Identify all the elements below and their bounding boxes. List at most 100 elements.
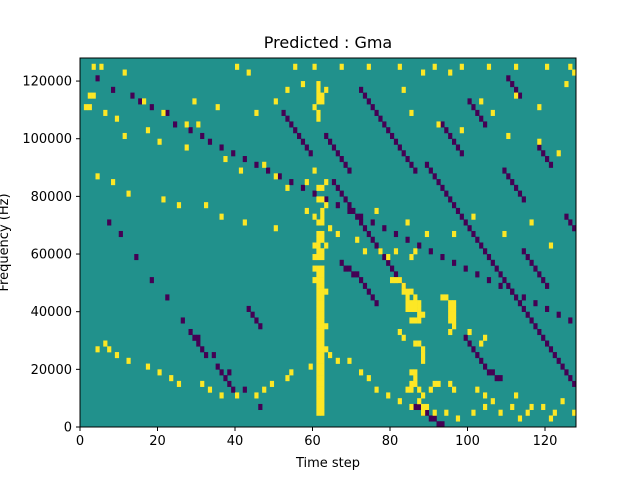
heatmap-cell-high — [378, 248, 383, 255]
heatmap-cell-high — [316, 236, 321, 243]
heatmap-cell-high — [122, 132, 127, 140]
heatmap-cell-low — [436, 179, 441, 186]
heatmap-cell-high — [409, 109, 414, 116]
heatmap-cell-high — [312, 254, 317, 261]
heatmap-cell-high — [316, 288, 321, 295]
heatmap-cell-high — [386, 392, 391, 399]
heatmap-cell-high — [432, 380, 437, 387]
heatmap-cell-low — [188, 127, 193, 134]
heatmap-cell-high — [529, 403, 534, 411]
heatmap-cell-low — [180, 317, 185, 324]
heatmap-cell-high — [413, 294, 418, 301]
heatmap-cell-low — [331, 179, 337, 186]
heatmap-cell-low — [378, 115, 383, 122]
heatmap-cell-high — [196, 121, 201, 128]
heatmap-cell-low — [525, 311, 530, 318]
heatmap-cell-high — [452, 311, 457, 318]
heatmap-cell-low — [521, 196, 526, 203]
heatmap-cell-high — [312, 265, 317, 272]
heatmap-cell-high — [320, 98, 325, 105]
heatmap-cell-high — [359, 369, 364, 376]
heatmap-cell-low — [382, 254, 387, 261]
heatmap-cell-high — [548, 415, 554, 422]
heatmap-cell-high — [320, 92, 325, 99]
heatmap-cell-high — [483, 392, 488, 399]
heatmap-cell-low — [483, 363, 488, 370]
heatmap-cell-low — [227, 380, 232, 387]
heatmap-cell-high — [397, 328, 402, 336]
heatmap-cell-high — [184, 144, 189, 151]
heatmap-cell-high — [114, 115, 120, 122]
heatmap-cell-high — [444, 294, 449, 301]
heatmap-cell-high — [320, 340, 325, 347]
heatmap-cell-low — [304, 144, 309, 151]
heatmap-cell-low — [517, 190, 523, 197]
heatmap-cell-high — [316, 340, 321, 347]
heatmap-cell-high — [320, 207, 325, 214]
heatmap-cell-high — [421, 352, 426, 359]
heatmap-cell-low — [324, 132, 329, 140]
heatmap-cell-high — [312, 242, 317, 249]
heatmap-cell-high — [246, 69, 251, 76]
heatmap-cell-high — [572, 409, 577, 416]
heatmap-cell-low — [227, 369, 232, 376]
heatmap-cell-low — [165, 109, 170, 116]
heatmap-cell-low — [486, 277, 492, 284]
heatmap-cell-high — [316, 282, 321, 289]
heatmap-cell-high — [421, 346, 426, 353]
heatmap-cell-high — [320, 380, 325, 387]
heatmap-cell-high — [316, 334, 321, 341]
heatmap-cell-high — [413, 305, 418, 312]
heatmap-cell-low — [486, 254, 492, 261]
heatmap-cell-low — [417, 242, 422, 249]
heatmap-cell-low — [219, 369, 224, 376]
heatmap-cell-low — [510, 81, 515, 88]
heatmap-cell-high — [114, 352, 120, 359]
heatmap-cell-high — [273, 225, 278, 232]
heatmap-cell-low — [374, 109, 379, 116]
heatmap-cell-high — [374, 207, 379, 214]
heatmap-cell-high — [320, 346, 325, 353]
heatmap-cell-low — [560, 363, 565, 370]
heatmap-cell-high — [103, 109, 108, 116]
heatmap-cell-high — [320, 403, 325, 411]
heatmap-cell-high — [285, 86, 290, 93]
y-tick-label: 0 — [64, 421, 72, 436]
heatmap-cell-high — [405, 219, 410, 226]
heatmap-cell-high — [273, 173, 278, 180]
heatmap-cell-low — [463, 219, 468, 226]
heatmap-cell-high — [316, 375, 321, 382]
heatmap-cell-low — [471, 230, 476, 238]
heatmap-cell-low — [289, 179, 294, 186]
heatmap-cell-high — [455, 415, 461, 422]
heatmap-cell-low — [107, 219, 112, 226]
heatmap-cell-high — [157, 138, 162, 145]
heatmap-cell-low — [413, 167, 418, 174]
heatmap-cell-low — [386, 127, 391, 134]
heatmap-cell-high — [316, 328, 321, 336]
heatmap-cell-high — [514, 392, 519, 399]
heatmap-cell-low — [331, 144, 337, 151]
heatmap-cell-high — [564, 81, 569, 88]
heatmap-cell-high — [490, 109, 495, 116]
heatmap-cell-low — [393, 271, 399, 278]
heatmap-cell-low — [370, 104, 375, 111]
heatmap-cell-low — [277, 173, 282, 180]
heatmap-cell-high — [316, 352, 321, 359]
heatmap-cell-low — [545, 305, 550, 312]
heatmap-cell-high — [107, 346, 112, 353]
heatmap-cell-high — [413, 300, 418, 307]
heatmap-cell-high — [207, 386, 213, 393]
heatmap-cell-low — [405, 156, 410, 163]
heatmap-cell-low — [537, 271, 542, 278]
heatmap-cell-high — [335, 230, 340, 238]
heatmap-cell-high — [126, 190, 131, 197]
heatmap-cell-high — [432, 409, 437, 416]
heatmap-cell-high — [269, 380, 275, 387]
heatmap-cell-high — [316, 230, 321, 238]
x-axis-label: Time step — [295, 456, 360, 471]
heatmap-cell-high — [204, 202, 209, 209]
heatmap-cell-low — [459, 213, 464, 220]
heatmap-cell-high — [320, 265, 325, 272]
heatmap-cell-high — [312, 277, 317, 284]
